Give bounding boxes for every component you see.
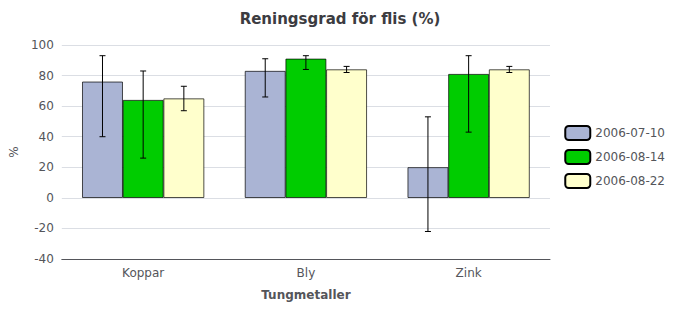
svg-text:100: 100: [31, 38, 54, 52]
svg-text:80: 80: [39, 69, 54, 83]
svg-text:40: 40: [39, 130, 54, 144]
svg-text:2006-08-14: 2006-08-14: [595, 150, 665, 164]
svg-text:-20: -20: [34, 221, 54, 235]
svg-text:2006-08-22: 2006-08-22: [595, 174, 665, 188]
svg-text:20: 20: [39, 160, 54, 174]
svg-text:Zink: Zink: [456, 266, 482, 280]
svg-text:0: 0: [46, 191, 54, 205]
svg-text:-40: -40: [34, 252, 54, 266]
svg-text:60: 60: [39, 99, 54, 113]
svg-text:Koppar: Koppar: [122, 266, 164, 280]
svg-text:Bly: Bly: [297, 266, 316, 280]
svg-text:Reningsgrad för flis (%): Reningsgrad för flis (%): [240, 10, 441, 28]
svg-text:%: %: [7, 146, 21, 157]
svg-text:Tungmetaller: Tungmetaller: [261, 288, 350, 302]
svg-text:2006-07-10: 2006-07-10: [595, 126, 665, 140]
